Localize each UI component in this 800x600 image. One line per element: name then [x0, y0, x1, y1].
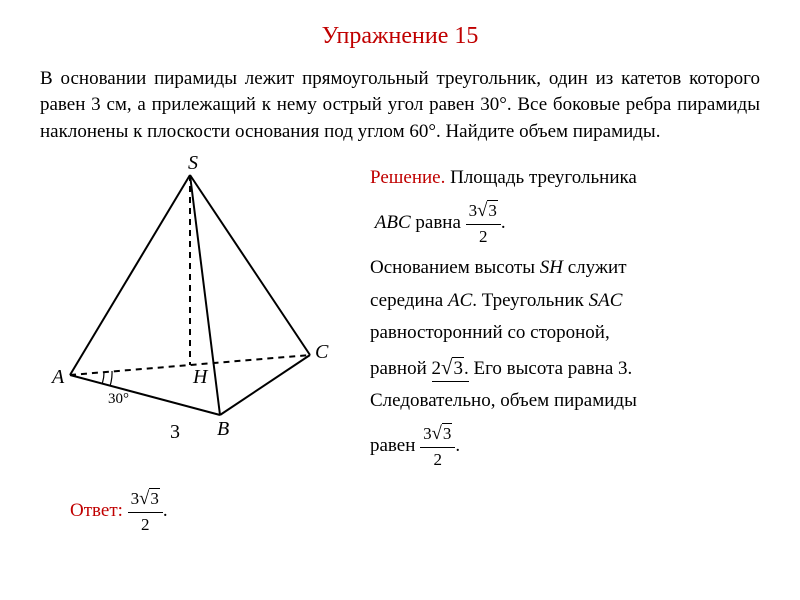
content-row: S A B C H 30° 3 Решение. Площадь треугол…: [40, 155, 760, 478]
answer-label: Ответ:: [70, 500, 123, 521]
exercise-title: Упражнение 15: [40, 20, 760, 54]
solution-text-abc: ABC: [370, 212, 411, 233]
volume-fraction: 33 2: [420, 421, 455, 472]
side-value: 23.: [432, 358, 469, 382]
ans-den: 2: [128, 513, 163, 537]
ans-sqrt: 3: [139, 486, 160, 512]
solution-text-5b: Его высота равна 3.: [473, 358, 632, 379]
sh-text: SH: [540, 257, 563, 278]
solution-label: Решение.: [370, 167, 445, 188]
label-h: H: [192, 366, 209, 388]
area-den: 2: [466, 225, 501, 249]
solution-line-5: равной 23. Его высота равна 3.: [370, 353, 760, 383]
solution-line-1: Решение. Площадь треугольника: [370, 165, 760, 192]
sac-text: SAC: [589, 290, 623, 311]
side-sqrt: 3: [441, 353, 464, 383]
solution-line-4: равносторонний со стороной,: [370, 320, 760, 347]
diagram-column: S A B C H 30° 3: [40, 155, 360, 478]
solution-text-1a: Площадь треугольника: [450, 167, 637, 188]
solution-text-7a: равен: [370, 435, 420, 456]
ans-num: 3: [131, 489, 140, 508]
solution-line-1b: ABC равна 33 2 .: [370, 198, 760, 249]
label-b: B: [217, 418, 229, 440]
label-side: 3: [170, 421, 180, 443]
vol-den: 2: [420, 448, 455, 472]
solution-line-2: Основанием высоты SH служит: [370, 255, 760, 282]
answer-row: Ответ: 33 2 .: [70, 486, 760, 537]
period-1: .: [501, 212, 506, 233]
solution-text-1b: равна: [411, 212, 466, 233]
vol-sqrt: 3: [432, 421, 453, 447]
solution-text-2a: Основанием высоты: [370, 257, 540, 278]
answer-value: 33 2 .: [128, 500, 168, 521]
solution-line-6: Следовательно, объем пирамиды: [370, 388, 760, 415]
solution-column: Решение. Площадь треугольника ABC равна …: [370, 155, 760, 478]
label-s: S: [188, 155, 198, 174]
ac-text: AC: [448, 290, 472, 311]
area-fraction: 33 2: [466, 198, 501, 249]
problem-text: В основании пирамиды лежит прямоугольный…: [40, 66, 760, 146]
period-2: .: [455, 435, 460, 456]
label-angle: 30°: [108, 391, 129, 407]
solution-line-3: середина AC. Треугольник SAC: [370, 288, 760, 315]
area-num: 3: [469, 201, 478, 220]
area-sqrt: 3: [477, 198, 498, 224]
solution-text-5a: равной: [370, 358, 432, 379]
vol-num: 3: [423, 424, 432, 443]
pyramid-diagram: S A B C H 30° 3: [40, 155, 350, 445]
label-a: A: [50, 366, 65, 388]
solution-text-3a: середина: [370, 290, 448, 311]
solution-line-7: равен 33 2 .: [370, 421, 760, 472]
solution-text-3b: . Треугольник: [472, 290, 588, 311]
answer-fraction: 33 2: [128, 486, 163, 537]
label-c: C: [315, 341, 329, 363]
solution-text-2b: служит: [563, 257, 627, 278]
